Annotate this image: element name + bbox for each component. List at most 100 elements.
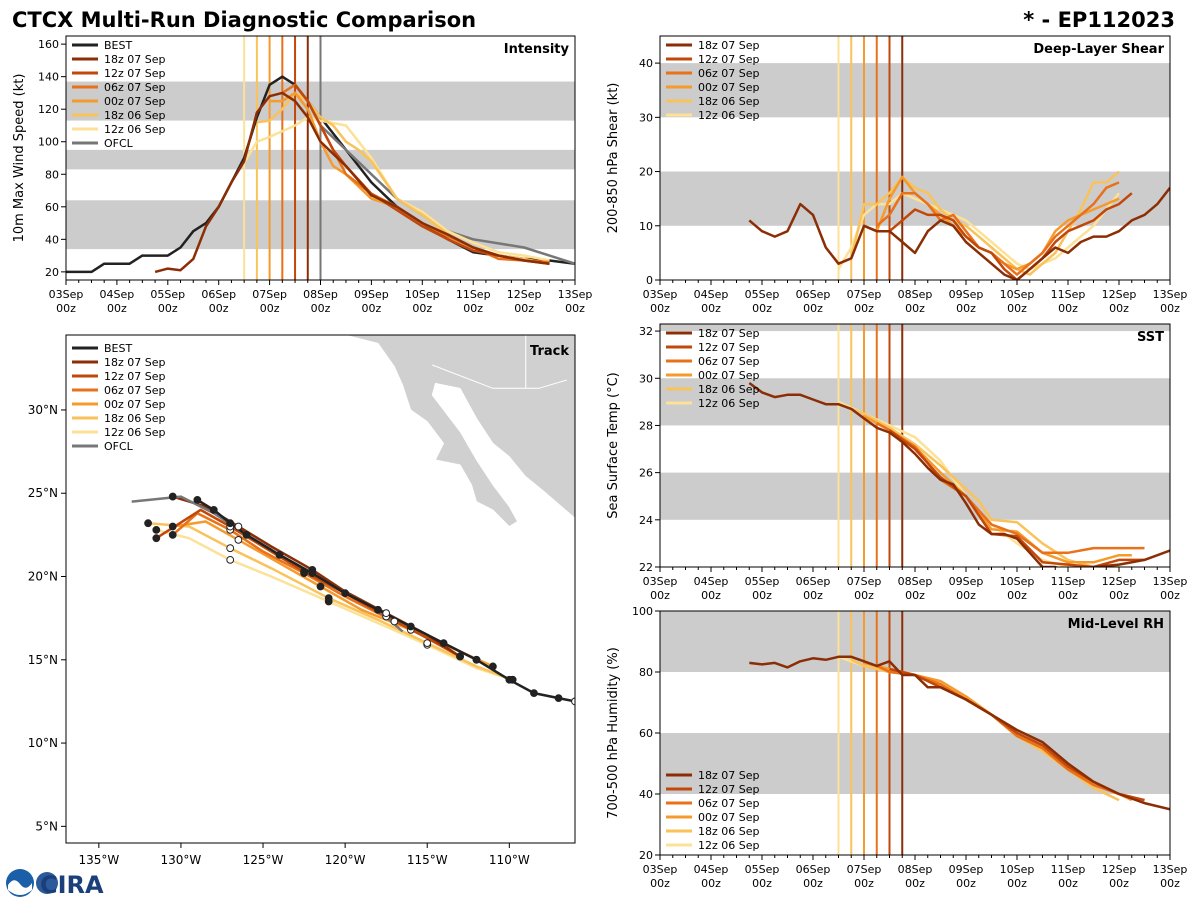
y-tick-label: 20°N [28, 570, 58, 584]
chart-rh: 03Sep00z04Sep00z05Sep00z06Sep00z07Sep00z… [606, 605, 1187, 890]
y-tick-label: 22 [639, 561, 653, 574]
track-marker [209, 505, 218, 514]
legend-label: OFCL [104, 440, 134, 453]
x-tick-label: 00z [311, 302, 331, 315]
x-tick-label: 00z [1160, 302, 1180, 315]
legend-label: 06z 07 Sep [104, 81, 166, 94]
legend-label: 18z 07 Sep [104, 356, 166, 369]
y-tick-label: 20 [45, 266, 59, 279]
x-tick-label: 03Sep [643, 863, 678, 876]
x-tick-label: 11Sep [1051, 863, 1086, 876]
x-tick-label: 00z [107, 302, 127, 315]
y-tick-label: 30 [639, 372, 653, 385]
track-marker [316, 582, 325, 591]
x-tick-label: 04Sep [694, 863, 729, 876]
legend-label: 18z 07 Sep [698, 769, 760, 782]
track-marker [423, 639, 432, 648]
legend-label: 06z 07 Sep [698, 355, 760, 368]
x-tick-label: 00z [803, 877, 823, 890]
series-18z-07-Sep [749, 655, 1170, 811]
x-tick-label: 00z [701, 589, 721, 602]
x-tick-label: 12Sep [1102, 575, 1137, 588]
legend-label: OFCL [104, 137, 134, 150]
track-marker [489, 662, 497, 671]
legend-label: 12z 07 Sep [104, 370, 166, 383]
y-tick-label: 26 [639, 467, 653, 480]
legend-label: BEST [104, 342, 132, 355]
x-tick-label: 00z [752, 877, 772, 890]
legend-label: 18z 07 Sep [104, 53, 166, 66]
x-tick-label: 00z [1007, 589, 1027, 602]
x-tick-label: 00z [1058, 302, 1078, 315]
y-axis-label: Sea Surface Temp (°C) [606, 372, 621, 519]
series-12z-06-Sep [837, 191, 1120, 271]
legend-label: 12z 07 Sep [104, 67, 166, 80]
x-tick-label: 00z [209, 302, 229, 315]
track-BEST [196, 498, 575, 703]
y-tick-label: 30°N [28, 403, 58, 417]
legend-label: 18z 07 Sep [698, 327, 760, 340]
track-marker [144, 519, 152, 528]
track-marker [152, 534, 161, 543]
x-tick-label: 00z [803, 302, 823, 315]
y-tick-label: 40 [639, 57, 653, 70]
legend-label: 12z 06 Sep [698, 397, 760, 410]
track-marker [152, 525, 161, 534]
x-tick-label: 09Sep [354, 288, 389, 301]
x-tick-label: 00z [158, 302, 178, 315]
x-tick-label: 00z [1058, 877, 1078, 890]
x-tick-label: 110°W [489, 853, 530, 867]
x-tick-label: 13Sep [1153, 288, 1188, 301]
series-06z-07-Sep [875, 181, 1120, 276]
track-marker [530, 689, 538, 697]
y-tick-label: 28 [639, 419, 653, 432]
x-tick-label: 00z [260, 302, 280, 315]
x-tick-label: 10Sep [1000, 575, 1035, 588]
x-tick-label: 00z [956, 877, 976, 890]
x-tick-label: 00z [514, 302, 534, 315]
x-tick-label: 05Sep [745, 288, 780, 301]
x-tick-label: 00z [854, 302, 874, 315]
x-tick-label: 00z [1007, 877, 1027, 890]
storm-id: * - EP112023 [1023, 8, 1175, 32]
x-tick-label: 00z [905, 877, 925, 890]
series-18z-07-Sep [154, 91, 550, 274]
x-tick-label: 05Sep [745, 575, 780, 588]
x-tick-label: 05Sep [745, 863, 780, 876]
y-tick-label: 40 [639, 788, 653, 801]
x-tick-label: 06Sep [796, 575, 831, 588]
x-tick-label: 10Sep [405, 288, 440, 301]
x-tick-label: 00z [56, 302, 76, 315]
x-tick-label: 00z [905, 589, 925, 602]
x-tick-label: 06Sep [201, 288, 236, 301]
y-tick-label: 120 [38, 103, 59, 116]
x-tick-label: 00z [412, 302, 432, 315]
series-12z-07-Sep [888, 192, 1133, 280]
x-tick-label: 12Sep [1102, 863, 1137, 876]
y-axis-label: 10m Max Wind Speed (kt) [12, 74, 27, 243]
x-tick-label: 08Sep [898, 575, 933, 588]
y-tick-label: 40 [45, 233, 59, 246]
x-tick-label: 04Sep [694, 288, 729, 301]
y-tick-label: 60 [639, 727, 653, 740]
x-tick-label: 08Sep [303, 288, 338, 301]
legend-label: BEST [104, 39, 132, 52]
legend-label: 06z 07 Sep [698, 797, 760, 810]
chart-track: 135°W 130°W 125°W 120°W 115°W 110°W 5°N 10°N 15°… [28, 334, 576, 867]
track-marker [226, 555, 235, 564]
x-tick-label: 00z [1007, 302, 1027, 315]
gray-band [660, 63, 1170, 118]
x-tick-label: 00z [752, 302, 772, 315]
x-tick-label: 125°W [243, 853, 284, 867]
y-tick-label: 30 [639, 111, 653, 124]
track-marker [505, 675, 514, 684]
x-tick-label: 00z [701, 877, 721, 890]
x-tick-label: 10Sep [1000, 288, 1035, 301]
panel-title: Track [530, 344, 569, 359]
legend-label: 18z 06 Sep [698, 825, 760, 838]
legend-label: 00z 07 Sep [698, 369, 760, 382]
x-tick-label: 11Sep [1051, 288, 1086, 301]
